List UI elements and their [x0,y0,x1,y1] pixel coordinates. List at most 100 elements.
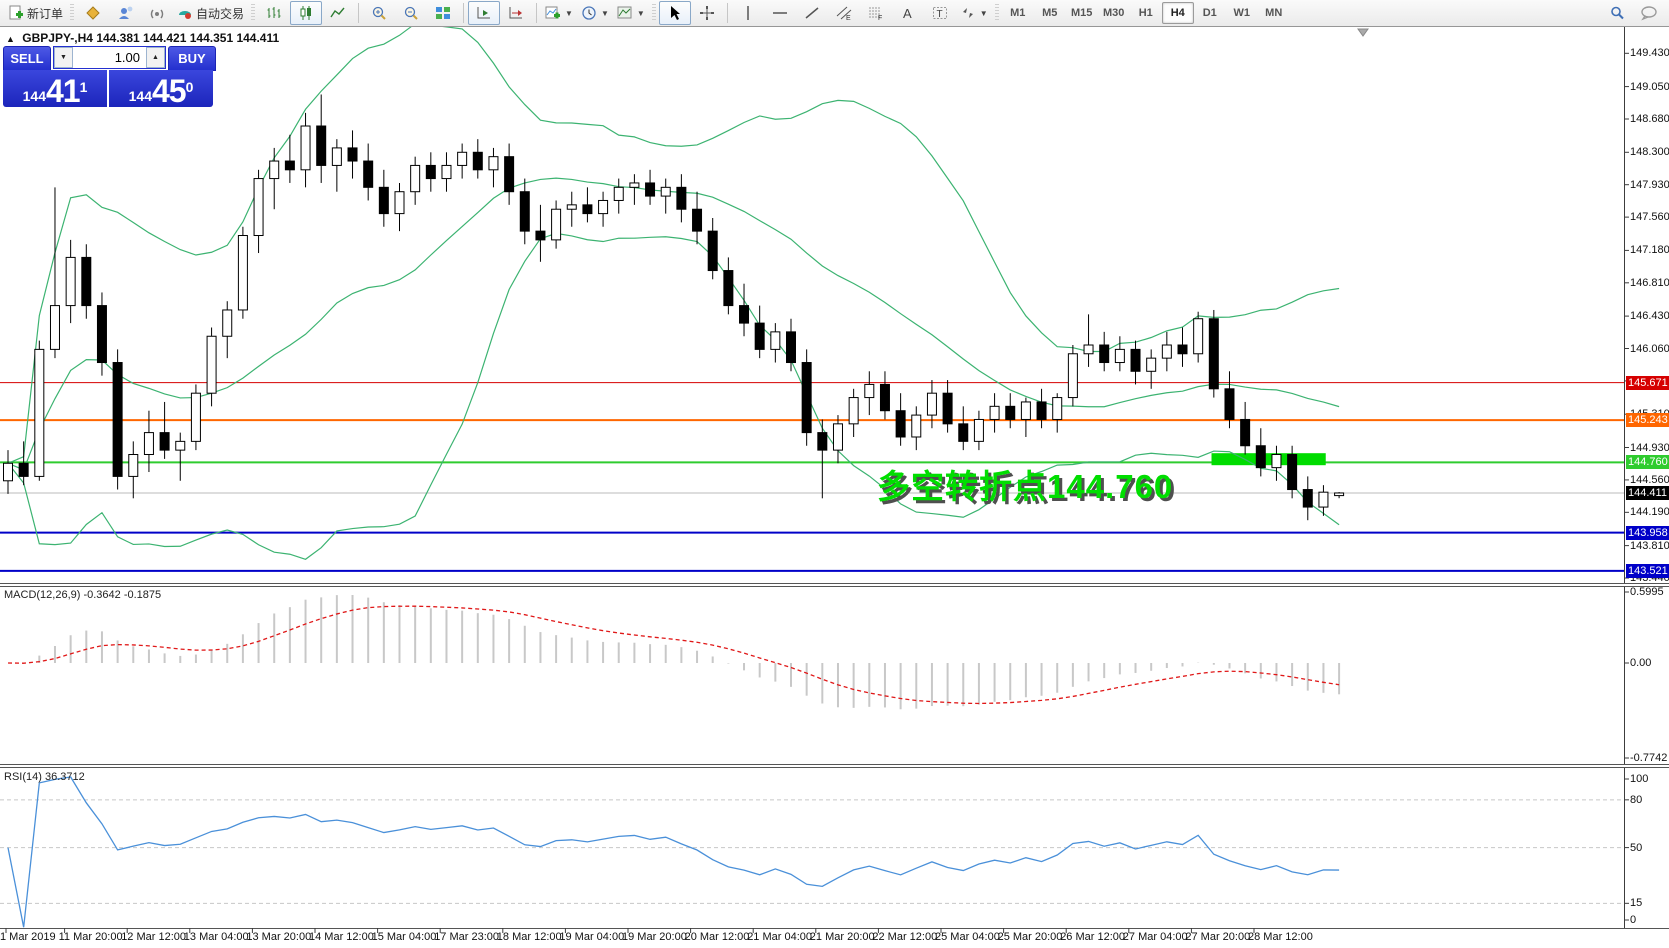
volume-increase-button[interactable]: ▲ [146,47,165,68]
svg-text:F: F [878,15,882,21]
text-button[interactable]: A [892,1,924,25]
time-axis-label: 20 Mar 12:00 [684,931,750,943]
chart-shift-icon [508,5,524,21]
indicators-button[interactable]: ▼ [541,1,577,25]
time-axis-label: 22 Mar 12:00 [872,931,938,943]
time-axis-label: 28 Mar 12:00 [1248,931,1313,943]
fibonacci-icon: F [868,5,884,21]
crosshair-button[interactable] [691,1,723,25]
tab-timeframe-W1[interactable]: W1 [1233,7,1250,19]
sell-price-panel[interactable]: 144 41 1 [3,70,107,107]
y-axis-tick-label: 147.930 [1630,178,1669,191]
collapse-arrow-icon: ▲ [6,34,15,44]
time-axis-label: 13 Mar 20:00 [246,931,312,943]
macd-scale-label: 0.5995 [1630,586,1664,598]
tab-timeframe-MN[interactable]: MN [1265,7,1283,19]
equidistant-channel-icon: E [836,5,852,21]
chat-button[interactable] [1633,1,1665,25]
vertical-line-button[interactable] [732,1,764,25]
tab-timeframe-D1[interactable]: D1 [1202,7,1217,19]
time-axis-label: 1 Mar 2019 [0,931,56,943]
periods-caret-icon: ▼ [600,8,609,18]
vertical-line-icon [740,5,756,21]
y-axis-tick-label: 143.810 [1630,539,1669,552]
price-badge: 145.243 [1626,413,1669,428]
tab-timeframe-H4[interactable]: H4 [1161,2,1194,24]
price-badge: 143.521 [1626,563,1669,578]
new-order-icon [8,5,24,21]
zoom-in-button[interactable] [363,1,395,25]
tab-timeframe-M15[interactable]: M15 [1071,7,1093,19]
metaeditor-icon [85,5,101,21]
volume-input[interactable] [73,47,146,68]
cursor-button[interactable] [658,1,691,25]
arrows-button[interactable]: ▼ [956,1,992,25]
toolbar: 新订单 自动交易 [0,0,1669,27]
candlestick-chart-button[interactable] [290,1,323,25]
rsi-scale-label: 0 [1630,914,1637,926]
line-chart-button[interactable] [322,1,354,25]
bar-chart-button[interactable] [258,1,290,25]
y-axis-tick-label: 146.430 [1630,310,1669,323]
mql5-community-button[interactable] [109,1,141,25]
time-axis-label: 27 Mar 20:00 [1185,931,1251,943]
sell-button[interactable]: SELL [3,46,51,71]
price-badge: 143.958 [1626,525,1669,540]
person-cloud-icon [117,5,133,21]
autotrading-button[interactable]: 自动交易 [173,1,248,25]
search-button[interactable] [1601,1,1633,25]
tab-timeframe-M1[interactable]: M1 [1010,7,1026,19]
macd-scale-label: -0.7742 [1630,752,1668,764]
tile-windows-button[interactable] [427,1,459,25]
broadcast-button[interactable] [141,1,173,25]
channel-button[interactable]: E [828,1,860,25]
metaeditor-button[interactable] [77,1,109,25]
horizontal-line-icon [772,5,788,21]
templates-caret-icon: ▼ [636,8,645,18]
auto-scroll-button[interactable] [468,1,501,25]
time-axis-label: 26 Mar 12:00 [1060,931,1126,943]
buy-price-panel[interactable]: 144 45 0 [109,70,213,107]
y-axis-tick-label: 147.560 [1630,211,1669,224]
chart-shift-marker [1357,28,1369,37]
volume-decrease-button[interactable]: ▼ [54,47,73,68]
y-axis-tick-label: 146.060 [1630,342,1669,355]
time-axis-label: 17 Mar 23:00 [434,931,500,943]
tab-timeframe-H1[interactable]: H1 [1138,7,1153,19]
time-axis-label: 13 Mar 04:00 [183,931,249,943]
price-badge: 144.411 [1626,485,1669,500]
chart-shift-button[interactable] [500,1,532,25]
y-axis-tick-label: 148.680 [1630,113,1669,125]
bar-chart-icon [266,5,282,21]
zoom-out-icon [403,5,419,21]
candlestick-chart-icon [298,5,314,21]
periods-button[interactable]: ▼ [577,1,613,25]
horizontal-line-button[interactable] [764,1,796,25]
buy-price-prefix: 144 [128,88,152,104]
y-axis-tick-label: 147.180 [1630,244,1669,257]
buy-button[interactable]: BUY [168,46,216,71]
tab-timeframe-M5[interactable]: M5 [1042,7,1058,19]
chart-annotation: 多空转折点144.760 [877,468,1174,505]
chat-icon [1640,5,1658,21]
new-order-button[interactable]: 新订单 [4,1,67,25]
svg-text:A: A [903,6,912,21]
zoom-out-button[interactable] [395,1,427,25]
time-axis-label: 25 Mar 20:00 [997,931,1063,943]
templates-button[interactable]: ▼ [613,1,649,25]
indicators-caret-icon: ▼ [565,8,573,18]
macd-scale-label: 0.00 [1630,657,1652,669]
timeframe-bar: M1 M5 M15 M30 H1 H4 D1 W1 MN [1002,2,1290,24]
text-label-button[interactable]: T [924,1,956,25]
arrows-caret-icon: ▼ [979,8,988,18]
svg-text:E: E [846,15,851,21]
fibonacci-button[interactable]: F [860,1,892,25]
y-axis-tick-label: 144.560 [1630,473,1669,486]
trendline-button[interactable] [796,1,828,25]
time-axis-label: 14 Mar 12:00 [309,931,374,943]
text-label-icon: T [932,5,948,21]
price-badge: 145.671 [1626,375,1669,390]
tab-timeframe-M30[interactable]: M30 [1103,7,1125,19]
